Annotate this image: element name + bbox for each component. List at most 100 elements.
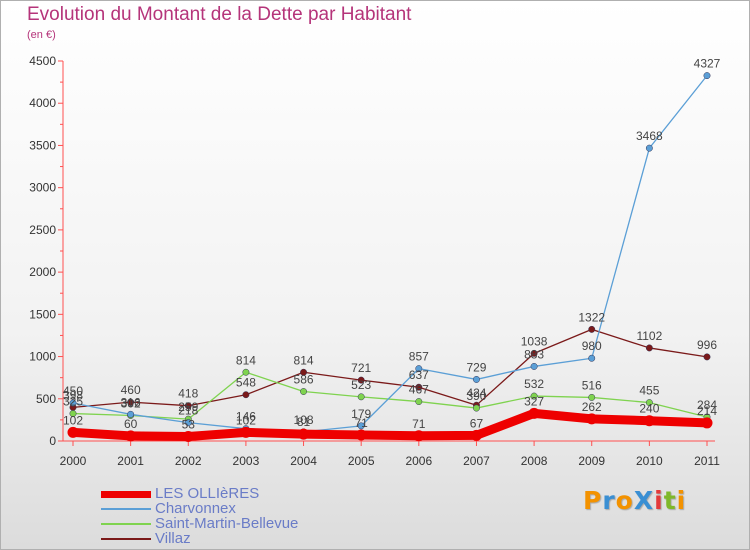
unit-label: (en €) xyxy=(27,29,56,41)
data-label-3: 996 xyxy=(697,338,717,352)
data-point-3 xyxy=(127,398,135,406)
data-label-0: 53 xyxy=(182,418,196,432)
data-label-3: 1038 xyxy=(521,334,548,348)
data-label-2: 532 xyxy=(524,377,544,391)
data-label-2: 523 xyxy=(351,378,371,392)
legend-swatch xyxy=(101,508,151,510)
data-point-2 xyxy=(588,393,596,401)
data-point-0 xyxy=(125,430,137,442)
series-line-3 xyxy=(72,328,708,409)
data-point-1 xyxy=(530,362,538,370)
chart-title: Evolution du Montant de la Dette par Hab… xyxy=(27,4,412,25)
data-point-0 xyxy=(355,429,367,441)
data-point-2 xyxy=(645,399,653,407)
data-point-1 xyxy=(645,144,653,152)
logo-letter: X xyxy=(633,486,655,515)
data-label-3: 460 xyxy=(121,383,141,397)
x-tick-label: 2003 xyxy=(233,454,260,468)
x-tick-label: 2002 xyxy=(175,454,202,468)
data-label-1: 729 xyxy=(466,360,486,374)
data-label-1: 316 xyxy=(121,395,141,409)
data-label-3: 721 xyxy=(351,361,371,375)
data-label-3: 398 xyxy=(63,388,83,402)
data-label-2: 259 xyxy=(178,400,198,414)
x-tick-label: 2011 xyxy=(694,454,720,468)
legend-swatch xyxy=(101,523,151,525)
x-tick-label: 2010 xyxy=(636,454,663,468)
data-point-0 xyxy=(586,413,598,425)
data-label-2: 586 xyxy=(294,373,314,387)
logo-letter: i xyxy=(676,486,687,515)
series-line-0 xyxy=(68,408,712,442)
data-point-3 xyxy=(645,344,653,352)
data-label-0: 81 xyxy=(297,415,311,429)
y-tick-label: 2000 xyxy=(29,265,56,279)
y-tick-label: 1000 xyxy=(29,350,56,364)
y-tick-label: 0 xyxy=(49,434,56,448)
data-point-2 xyxy=(415,398,423,406)
data-point-2 xyxy=(530,392,538,400)
data-label-0: 102 xyxy=(236,413,256,427)
data-label-2: 516 xyxy=(582,378,602,392)
data-point-1 xyxy=(703,72,711,80)
data-label-3: 424 xyxy=(466,386,486,400)
data-point-1 xyxy=(357,422,365,430)
data-label-1: 4327 xyxy=(694,57,721,71)
data-point-2 xyxy=(473,404,480,412)
data-point-0 xyxy=(67,426,79,438)
data-point-1 xyxy=(588,354,596,362)
data-label-0: 240 xyxy=(639,402,659,416)
data-point-3 xyxy=(357,376,365,384)
legend-label: Charvonnex xyxy=(155,500,236,517)
data-label-1: 980 xyxy=(582,339,602,353)
x-tick-label: 2004 xyxy=(290,454,317,468)
legend-swatch xyxy=(101,491,151,498)
x-tick-label: 2005 xyxy=(348,454,375,468)
data-label-2: 467 xyxy=(409,383,429,397)
x-tick-label: 2009 xyxy=(578,454,605,468)
data-point-0 xyxy=(643,415,655,427)
data-label-3: 1102 xyxy=(636,329,662,343)
legend-label: LES OLLIèRES xyxy=(155,485,260,502)
data-point-0 xyxy=(413,430,425,442)
y-tick-label: 3000 xyxy=(29,181,56,195)
y-tick-label: 4000 xyxy=(29,96,56,110)
data-label-1: 146 xyxy=(236,410,256,424)
data-point-0 xyxy=(298,428,310,440)
data-label-2: 455 xyxy=(639,384,659,398)
y-tick-label: 4500 xyxy=(29,54,56,68)
data-point-2 xyxy=(357,393,365,401)
y-tick-label: 3500 xyxy=(29,138,56,152)
x-tick-label: 2007 xyxy=(463,454,490,468)
logo-letter: t xyxy=(663,486,677,515)
data-label-2: 325 xyxy=(63,395,83,409)
data-label-1: 450 xyxy=(63,384,83,398)
data-label-0: 71 xyxy=(355,416,369,430)
data-point-1 xyxy=(127,410,135,418)
data-point-3 xyxy=(242,391,250,399)
data-label-2: 284 xyxy=(697,398,717,412)
legend-label: Villaz xyxy=(155,530,191,547)
y-tick-label: 2500 xyxy=(29,223,56,237)
data-label-3: 637 xyxy=(409,368,429,382)
data-point-1 xyxy=(415,365,423,373)
data-point-3 xyxy=(184,402,192,410)
data-point-3 xyxy=(703,353,711,361)
logo-letter: o xyxy=(615,486,634,515)
data-point-1 xyxy=(69,399,77,407)
data-point-0 xyxy=(528,407,540,419)
logo-letter: r xyxy=(602,486,616,515)
data-point-0 xyxy=(240,426,252,438)
x-tick-label: 2000 xyxy=(60,454,87,468)
data-point-1 xyxy=(473,375,480,383)
data-label-1: 857 xyxy=(409,350,429,364)
data-label-3: 814 xyxy=(294,353,314,367)
data-label-1: 883 xyxy=(524,347,544,361)
series-line-2 xyxy=(72,371,708,420)
data-label-0: 327 xyxy=(524,394,544,408)
data-label-0: 262 xyxy=(582,400,602,414)
x-tick-label: 2008 xyxy=(521,454,548,468)
data-label-1: 108 xyxy=(294,413,314,427)
proxiti-logo: ProXiti xyxy=(583,486,686,515)
